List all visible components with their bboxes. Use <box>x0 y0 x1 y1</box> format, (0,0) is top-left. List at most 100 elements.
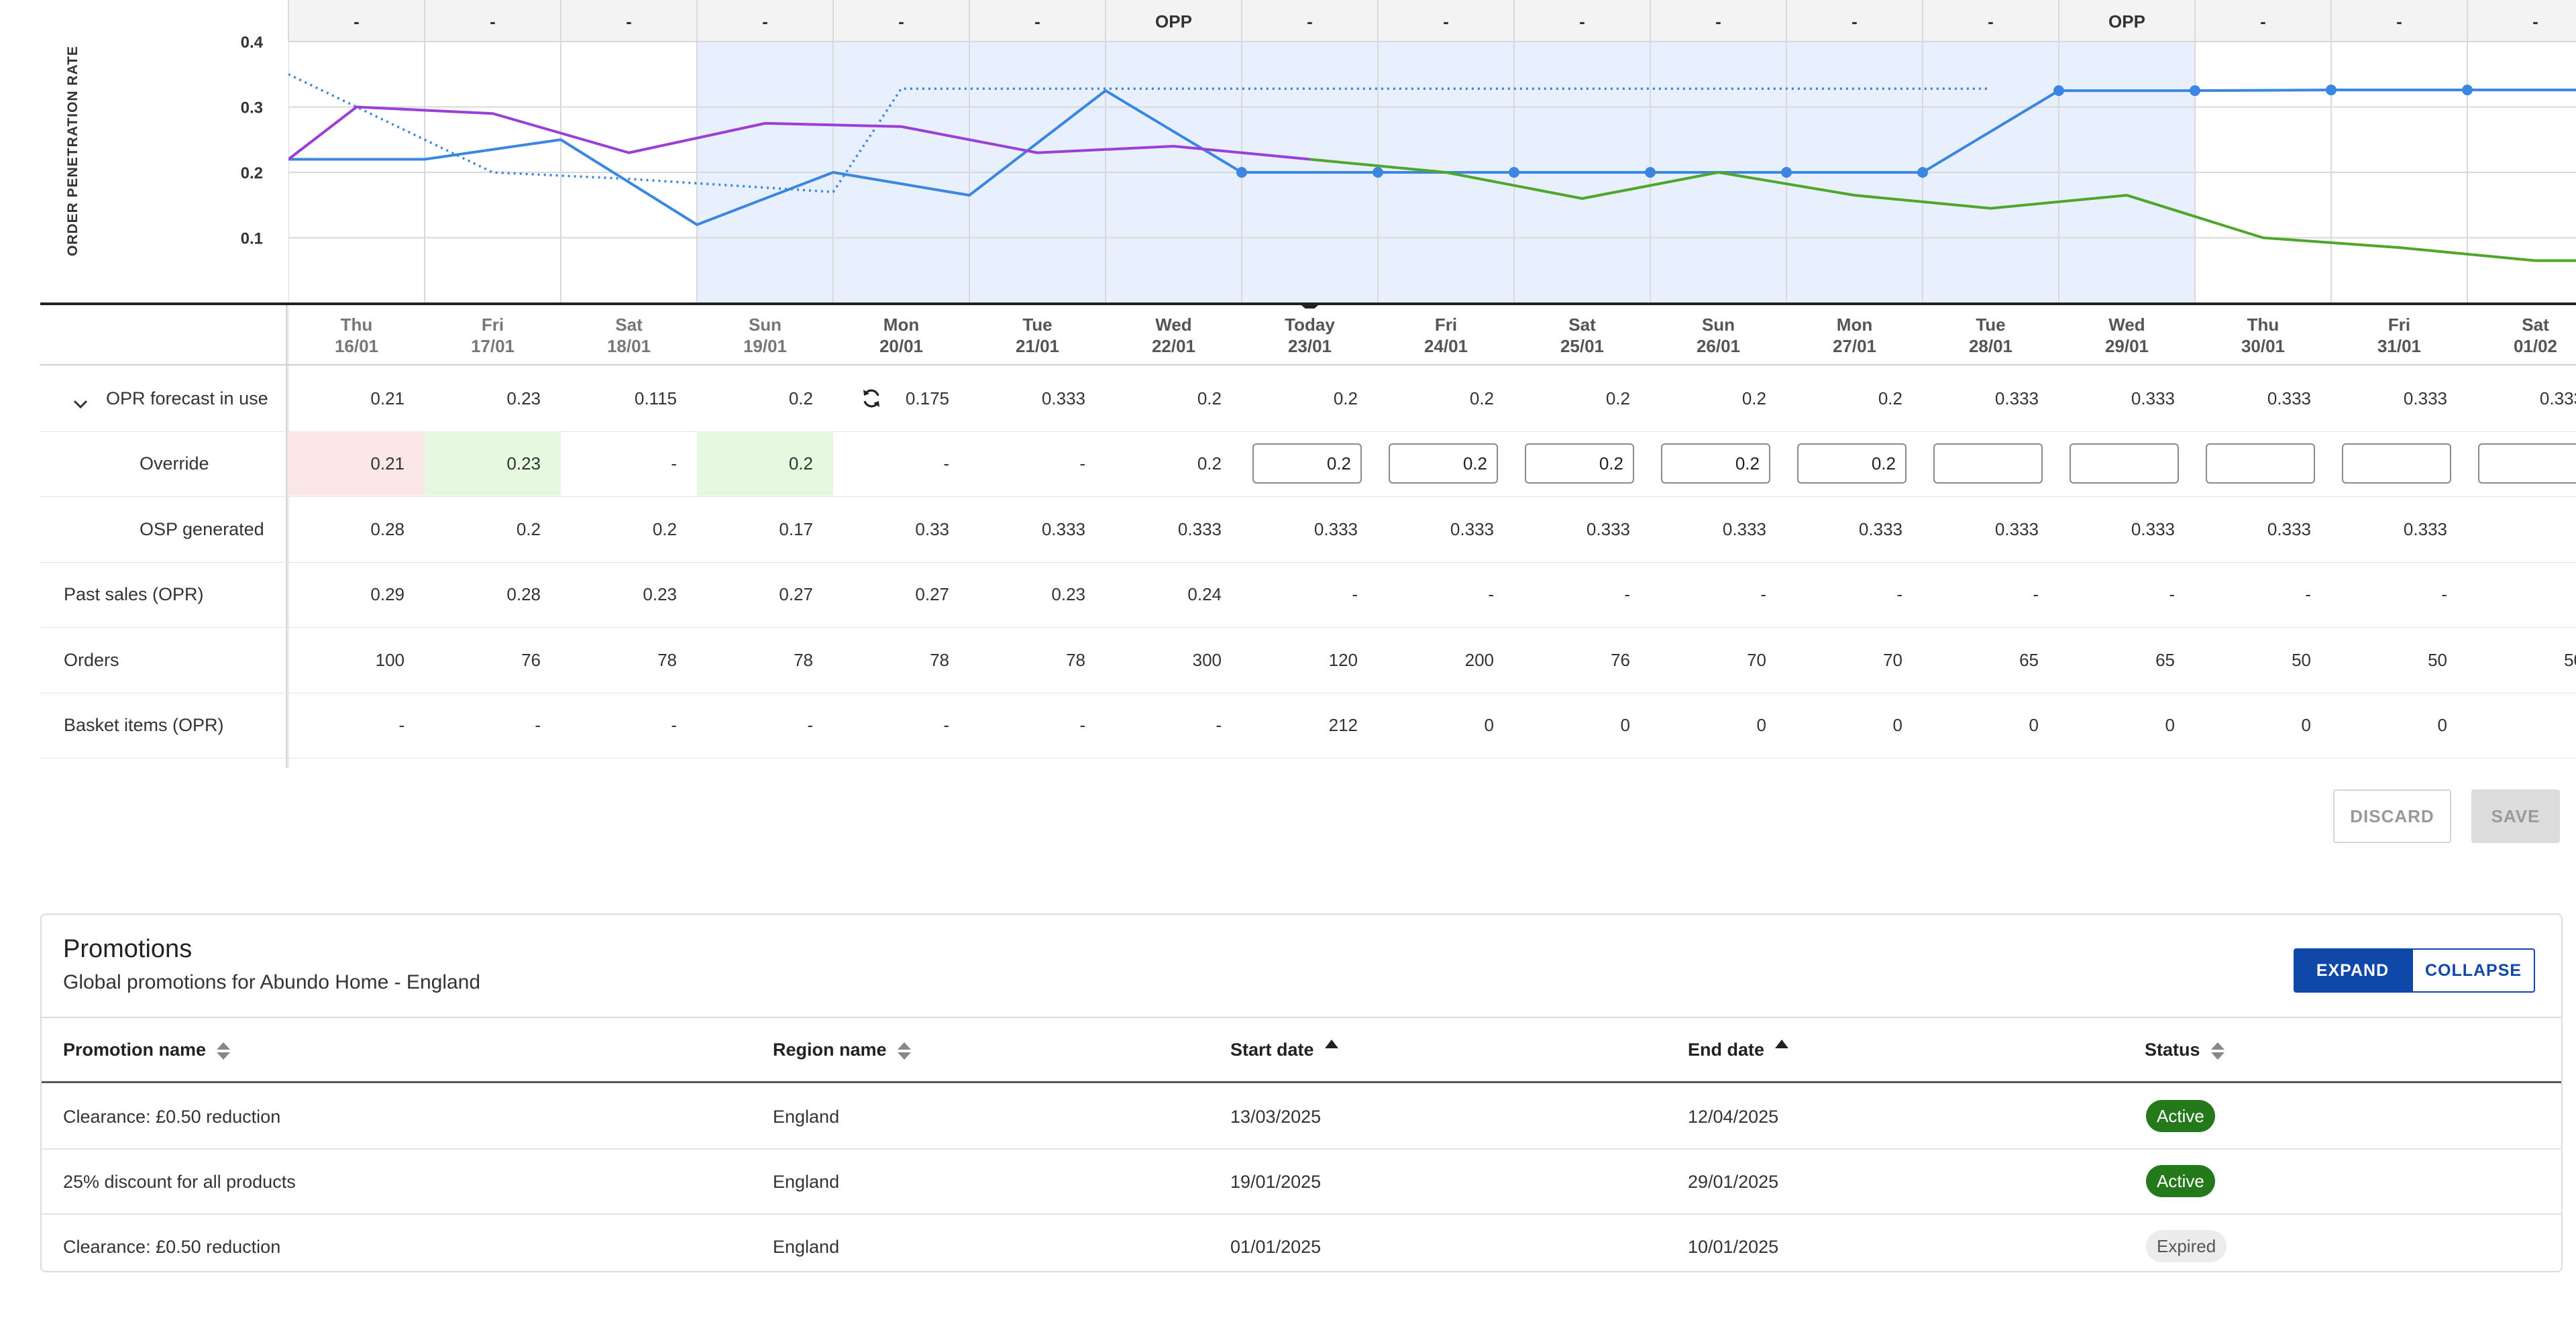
override-input[interactable]: 0.2 <box>1797 443 1907 484</box>
date-header-day: Fri <box>2387 315 2411 335</box>
sort-icon[interactable] <box>217 1041 231 1061</box>
grid-cell[interactable]: - <box>943 453 949 474</box>
y-axis-area <box>0 42 288 303</box>
grid-cell[interactable]: 0.23 <box>506 453 541 474</box>
promotion-row[interactable]: Clearance: £0.50 reduction England 13/03/2… <box>42 1084 2561 1150</box>
date-header-day: Sat <box>615 315 643 335</box>
grid-cell: 0.2 <box>652 518 677 539</box>
date-header-day: Fri <box>1434 315 1458 335</box>
collapse-button[interactable]: COLLAPSE <box>2412 948 2535 993</box>
grid-cell: - <box>1488 584 1494 605</box>
grid-cell: 65 <box>2155 649 2175 670</box>
grid-cell: - <box>1624 584 1630 605</box>
override-input[interactable] <box>2478 443 2576 484</box>
row-label[interactable]: OPR forecast in use <box>106 388 268 408</box>
grid-cell: 0.2 <box>1878 388 1902 408</box>
series-line-0 <box>288 89 2576 226</box>
grid-cell[interactable]: 0.2 <box>788 453 813 474</box>
series-point[interactable] <box>2326 85 2337 96</box>
grid-cell: 0 <box>1756 715 1766 736</box>
grid-cell: - <box>535 715 541 736</box>
promotion-row[interactable]: 25% discount for all products England 19/0… <box>42 1149 2561 1215</box>
promotion-cell: 13/03/2025 <box>1230 1107 1322 1127</box>
grid-cell: 0.23 <box>1051 584 1085 605</box>
date-header-day: Mon <box>883 315 920 335</box>
series-point[interactable] <box>1373 167 1383 178</box>
column-header[interactable]: Status <box>2145 1040 2224 1061</box>
date-header-date: 25/01 <box>1560 336 1605 356</box>
sort-ascending-icon[interactable] <box>1775 1040 1789 1049</box>
row-labels <box>40 366 287 755</box>
grid-cell[interactable]: 0.21 <box>370 453 405 474</box>
promotions-divider-top <box>42 1017 2561 1018</box>
grid-cell: 0 <box>2437 715 2447 736</box>
header-divider <box>40 364 2576 366</box>
grid-cell: 78 <box>930 649 949 670</box>
refresh-icon[interactable] <box>860 387 883 410</box>
grid-cell: 65 <box>2019 649 2039 670</box>
y-tick-label: 0.4 <box>241 34 264 52</box>
date-header-day: Wed <box>2108 315 2145 335</box>
grid-cell: 0.2 <box>1469 388 1494 408</box>
y-tick-label: 0.2 <box>241 164 263 182</box>
grid-cell: 0 <box>2029 715 2039 736</box>
column-header[interactable]: End date <box>1688 1040 1789 1060</box>
promotion-row[interactable]: Clearance: £0.50 reduction England 01/01/2… <box>42 1214 2561 1279</box>
date-header: Sun 26/01 <box>1650 314 1786 357</box>
override-cell-highlight <box>697 431 833 496</box>
date-header: Sat 25/01 <box>1514 314 1650 357</box>
save-button[interactable]: SAVE <box>2471 789 2560 843</box>
grid-cell: 0.28 <box>370 518 405 539</box>
grid-cell: 0.333 <box>1177 518 1222 539</box>
series-point[interactable] <box>1236 167 1247 178</box>
grid-cell: 0.333 <box>1858 518 1902 539</box>
date-header: Mon 20/01 <box>833 314 969 357</box>
column-header[interactable]: Region name <box>773 1040 911 1061</box>
row-label: OSP generated <box>140 518 264 539</box>
column-header-label: Start date <box>1230 1040 1314 1060</box>
grid-cell: 0.333 <box>1994 388 2039 408</box>
series-point[interactable] <box>1917 167 1928 178</box>
series-line-2 <box>287 105 1310 161</box>
override-input[interactable]: 0.2 <box>1389 443 1498 484</box>
series-point[interactable] <box>2190 85 2200 97</box>
series-point[interactable] <box>1781 167 1792 178</box>
date-header: Fri 24/01 <box>1378 314 1514 357</box>
top-strip-label: - <box>1579 11 1585 32</box>
grid-cell[interactable]: - <box>671 453 677 474</box>
sticky-column-shadow <box>286 305 290 768</box>
grid-cell[interactable]: - <box>1079 453 1085 474</box>
override-cell-highlight <box>288 431 425 496</box>
date-header-date: 31/01 <box>2377 336 2422 356</box>
expand-chevron-icon[interactable] <box>70 394 91 414</box>
date-header: Tue 21/01 <box>969 314 1106 357</box>
series-point[interactable] <box>1509 167 1519 178</box>
override-input[interactable]: 0.2 <box>1661 443 1770 484</box>
column-header[interactable]: Promotion name <box>63 1040 231 1061</box>
sort-ascending-icon[interactable] <box>1324 1040 1338 1049</box>
sort-icon[interactable] <box>2210 1041 2224 1061</box>
expand-button[interactable]: EXPAND <box>2294 948 2412 993</box>
series-point[interactable] <box>2053 85 2064 97</box>
grid-cell: 0.175 <box>905 388 949 408</box>
grid-cell: 0.333 <box>1586 518 1630 539</box>
grid-cell: - <box>1760 584 1766 605</box>
override-input[interactable] <box>2342 443 2451 484</box>
series-point[interactable] <box>1645 167 1656 178</box>
override-input[interactable]: 0.2 <box>1525 443 1634 484</box>
override-input[interactable] <box>2070 443 2179 484</box>
grid-cell[interactable]: 0.2 <box>1197 453 1222 474</box>
date-header-date: 21/01 <box>1015 336 1060 356</box>
date-header-day: Tue <box>1022 315 1053 335</box>
grid-cell: 0 <box>2301 715 2311 736</box>
series-point[interactable] <box>2462 85 2473 96</box>
discard-button[interactable]: DISCARD <box>2333 789 2451 843</box>
column-header[interactable]: Start date <box>1230 1040 1338 1060</box>
override-input[interactable]: 0.2 <box>1252 443 1362 484</box>
grid-cell: 0 <box>1620 715 1630 736</box>
promotion-row-divider <box>42 1148 2561 1150</box>
sort-icon[interactable] <box>897 1041 911 1061</box>
override-input[interactable] <box>2206 443 2315 484</box>
override-input[interactable] <box>1933 443 2043 484</box>
date-header: Sat 01/02 <box>2467 314 2576 357</box>
